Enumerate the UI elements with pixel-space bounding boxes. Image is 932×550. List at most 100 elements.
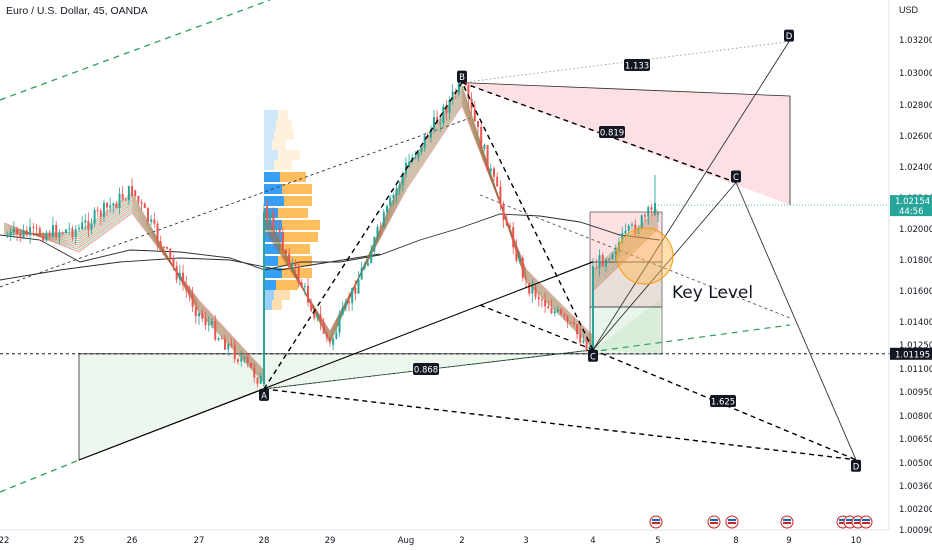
- pattern-point-label: C: [590, 352, 596, 362]
- ema-ribbon-line: [3, 99, 659, 375]
- candle-body: [106, 202, 109, 208]
- candle-body: [102, 202, 105, 217]
- candle-body: [382, 212, 385, 227]
- candle-body: [373, 237, 376, 252]
- candle-body: [143, 203, 146, 209]
- candle-body: [230, 344, 233, 346]
- candle-body: [227, 344, 230, 350]
- candle-body: [408, 161, 411, 167]
- candle-body: [480, 126, 483, 149]
- volume-profile-bar: [280, 244, 310, 254]
- volume-profile-bar: [282, 268, 312, 278]
- candle-body: [351, 287, 354, 304]
- candle-body: [592, 333, 594, 350]
- candle-body: [360, 267, 363, 280]
- volume-profile-bar: [272, 140, 286, 150]
- candle-body: [647, 207, 650, 217]
- candle-body: [576, 324, 579, 335]
- candle-body: [467, 84, 470, 99]
- candle-body: [99, 210, 102, 217]
- candle-body: [316, 314, 319, 319]
- candle-body: [278, 228, 281, 234]
- pattern-point-marker: [457, 70, 467, 83]
- volume-profile-bar: [278, 256, 312, 266]
- event-flag-icon-stripe: [839, 519, 847, 521]
- ratio-label-text: 0.868: [414, 366, 438, 376]
- volume-profile-bar: [264, 110, 278, 120]
- candle-body: [131, 185, 133, 196]
- candle-body: [601, 255, 604, 267]
- key-level-badge: 1.01195: [890, 347, 932, 360]
- pattern-point-d: D: [784, 29, 794, 42]
- x-tick-label: 22: [0, 536, 9, 546]
- candle-body: [178, 272, 181, 280]
- event-flag-icon-stripe: [854, 522, 862, 524]
- candle-body: [354, 287, 357, 294]
- volume-profile-bar: [284, 196, 312, 206]
- candle-body: [166, 247, 169, 249]
- candle-body: [188, 289, 191, 296]
- y-tick-label: 1.01800: [899, 256, 932, 266]
- candle-body: [540, 299, 543, 301]
- candle-body: [344, 301, 347, 308]
- volume-profile-bar: [264, 150, 278, 160]
- event-flag-icon: [859, 515, 873, 529]
- candle-body: [29, 226, 32, 236]
- candle-body: [55, 224, 58, 238]
- ratio-label-text: 1.133: [625, 62, 649, 72]
- x-tick-label: Aug: [398, 536, 415, 546]
- demand-zone: [78, 349, 594, 461]
- currency-label: USD: [899, 5, 919, 15]
- candle-body: [433, 117, 435, 130]
- candle-body: [640, 215, 643, 229]
- candle-body: [38, 228, 41, 236]
- candle-body: [582, 340, 585, 343]
- symbol-title: Euro / U.S. Dollar, 45, OANDA: [6, 5, 148, 17]
- event-flag-icon: [725, 515, 739, 529]
- candle-body: [134, 190, 137, 197]
- candle-body: [429, 129, 432, 138]
- entry-box: [589, 261, 663, 308]
- volume-profile-bar: [264, 280, 276, 290]
- volume-profile-bar: [276, 120, 292, 130]
- volume-profile-bar: [282, 220, 320, 230]
- candle-body: [389, 197, 392, 206]
- ratio-label: 1.625: [710, 395, 736, 408]
- candle-body: [618, 242, 620, 252]
- candle-body: [329, 337, 331, 342]
- event-flag-icon-stripe: [862, 519, 870, 521]
- volume-profile-bar: [274, 290, 290, 300]
- candle-body: [51, 224, 54, 237]
- candle-body: [156, 223, 159, 242]
- candle-body: [547, 306, 550, 309]
- y-tick-label: 1.01250: [899, 341, 932, 351]
- candle-body: [614, 251, 617, 254]
- candle-body: [224, 339, 226, 350]
- ratio-label-box: [710, 395, 736, 407]
- candle-body: [654, 203, 656, 213]
- y-tick-label: 1.00800: [899, 412, 932, 422]
- candle-body: [269, 212, 272, 220]
- candle-body: [473, 108, 476, 122]
- candle-body: [338, 314, 341, 333]
- candle-body: [153, 219, 156, 224]
- candle-body: [313, 311, 316, 319]
- candle-body: [537, 296, 540, 300]
- candle-body: [256, 377, 259, 384]
- ratio-label: 0.868: [413, 363, 439, 376]
- volume-profile-bar: [280, 172, 306, 182]
- candle-body: [35, 227, 38, 229]
- candle-body: [531, 286, 534, 294]
- candle-body: [288, 253, 291, 267]
- x-tick-label: 29: [325, 536, 336, 546]
- channel-line-lower-left: [0, 459, 80, 493]
- candle-body: [217, 338, 220, 340]
- candle-body: [489, 168, 492, 171]
- candle-body: [185, 284, 188, 290]
- candle-body: [124, 199, 127, 201]
- candle-body: [457, 80, 460, 94]
- volume-profile-bar: [264, 290, 274, 300]
- candle-body: [272, 212, 275, 230]
